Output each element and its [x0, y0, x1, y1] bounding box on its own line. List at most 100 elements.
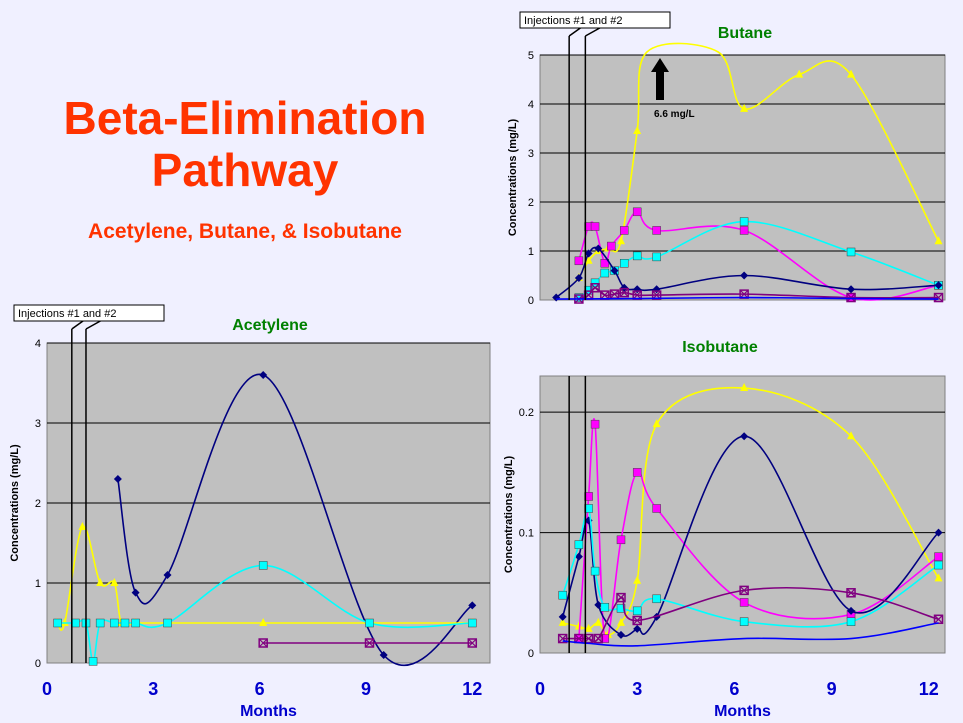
butane-point-navy — [740, 271, 749, 280]
acetylene-annotation-text: Injections #1 and #2 — [18, 308, 116, 320]
butane-point-yellow — [740, 103, 749, 112]
isobutane-point-magenta — [739, 598, 749, 607]
isobutane-point-cyan — [934, 560, 943, 570]
butane-ytick-label: 4 — [528, 99, 534, 111]
butane-series-blue-line — [556, 296, 939, 300]
acetylene-point-cyan — [88, 657, 98, 666]
acetylene-point-yellow — [259, 618, 268, 626]
isobutane-point-cyan — [616, 604, 626, 613]
butane-offscale-label: 6.6 mg/L — [654, 109, 695, 120]
isobutane-point-cyan — [584, 504, 593, 513]
butane-point-cyan — [846, 247, 856, 257]
butane-ytick-label: 0 — [528, 295, 534, 307]
butane-point-purple-x — [619, 288, 629, 298]
isobutane-point-cyan — [574, 540, 584, 549]
isobutane-point-magenta — [616, 535, 626, 545]
isobutane-point-purple — [557, 633, 568, 644]
isobutane-point-navy — [633, 624, 642, 633]
butane-point-navy — [610, 266, 619, 275]
butane-chart-title: Butane — [718, 25, 772, 42]
isobutane-point-purple-x — [846, 588, 856, 598]
butane-point-purple-x — [934, 293, 943, 302]
butane-annotation-box — [519, 11, 671, 29]
isobutane-point-purple — [632, 615, 642, 626]
butane-point-yellow — [633, 125, 642, 134]
butane-point-purple-x — [590, 283, 600, 293]
isobutane-xtick-label: 9 — [827, 679, 837, 699]
acetylene-ytick-label: 0 — [35, 658, 41, 670]
acetylene-point-navy — [113, 475, 122, 483]
isobutane-point-navy — [617, 630, 625, 639]
butane-point-yellow — [934, 236, 943, 245]
acetylene-point-purple — [258, 638, 268, 648]
isobutane-ytick-label: 0.1 — [519, 528, 534, 540]
isobutane-y-axis-title: Concentrations (mg/L) — [503, 456, 515, 574]
butane-point-magenta — [619, 226, 629, 235]
acetylene-ytick-label: 4 — [35, 338, 41, 350]
butane-point-cyan — [739, 217, 749, 226]
isobutane-point-yellow — [617, 617, 625, 626]
isobutane-plot-group: 0 0.1 0.2 0 3 6 9 12 Months Concentrations (mg/L)… — [503, 339, 946, 720]
isobutane-point-cyan — [590, 566, 600, 576]
acetylene-point-cyan — [95, 618, 105, 628]
acetylene-point-yellow — [78, 522, 87, 530]
isobutane-xtick-label: 6 — [729, 679, 739, 699]
acetylene-xtick-label: 6 — [255, 679, 265, 699]
isobutane-point-magenta — [632, 468, 642, 477]
isobutane-point-cyan — [558, 590, 567, 600]
isobutane-point-yellow — [633, 575, 642, 584]
acetylene-point-purple-x — [467, 638, 477, 648]
isobutane-point-purple — [616, 592, 626, 603]
butane-point-yellow — [617, 236, 625, 245]
slide-subtitle: Acetylene, Butane, & Isobutane — [88, 220, 402, 243]
isobutane-point-cyan — [739, 617, 749, 626]
butane-point-purple-x — [600, 290, 610, 300]
isobutane-point-yellow — [652, 419, 661, 428]
acetylene-point-cyan — [131, 618, 140, 628]
isobutane-point-cyan — [652, 594, 661, 604]
acetylene-ytick-label: 1 — [35, 578, 41, 590]
butane-point-purple — [933, 292, 944, 303]
butane-point-cyan — [600, 268, 610, 278]
isobutane-xtick-label: 3 — [632, 679, 642, 699]
acetylene-point-cyan — [110, 618, 119, 628]
butane-point-navy — [594, 244, 603, 253]
acetylene-x-axis-title: Months — [240, 703, 297, 720]
butane-offscale-arrow — [651, 58, 669, 100]
butane-ytick-label: 3 — [528, 148, 534, 160]
isobutane-chart-title: Isobutane — [682, 339, 758, 356]
butane-point-navy — [847, 285, 856, 294]
isobutane-point-magenta — [934, 552, 943, 561]
butane-ytick-label: 1 — [528, 246, 534, 258]
isobutane-point-purple — [583, 633, 594, 644]
acetylene-xtick-label: 0 — [42, 679, 52, 699]
isobutane-point-purple-x — [934, 614, 943, 624]
butane-ytick-label: 2 — [528, 197, 534, 209]
butane-point-navy — [934, 281, 943, 290]
acetylene-point-cyan — [120, 618, 130, 628]
isobutane-point-navy — [740, 432, 749, 441]
butane-point-cyan — [652, 252, 661, 262]
isobutane-ytick-label: 0 — [528, 648, 534, 660]
isobutane-xtick-label: 0 — [535, 679, 545, 699]
acetylene-point-purple-x — [258, 638, 268, 648]
isobutane-series-blue-line — [562, 622, 939, 647]
butane-point-purple-x — [846, 293, 856, 302]
slide-title-line-1: Beta-Elimination — [63, 92, 427, 144]
slide-title: Beta-Elimination Pathway — [20, 92, 470, 196]
isobutane-point-yellow — [574, 621, 583, 630]
isobutane-series-magenta-line — [578, 418, 939, 642]
isobutane-point-purple — [846, 588, 856, 598]
butane-point-purple — [619, 287, 629, 298]
butane-point-cyan — [619, 259, 629, 268]
isobutane-point-purple-x — [574, 634, 584, 643]
acetylene-point-cyan — [258, 561, 268, 570]
isobutane-point-cyan — [846, 617, 856, 626]
isobutane-ytick-label: 0.2 — [519, 407, 534, 419]
butane-point-magenta — [632, 207, 642, 217]
acetylene-point-purple — [467, 638, 478, 648]
butane-point-navy — [574, 273, 583, 282]
isobutane-point-purple-x — [632, 616, 642, 625]
isobutane-point-purple — [739, 585, 749, 596]
